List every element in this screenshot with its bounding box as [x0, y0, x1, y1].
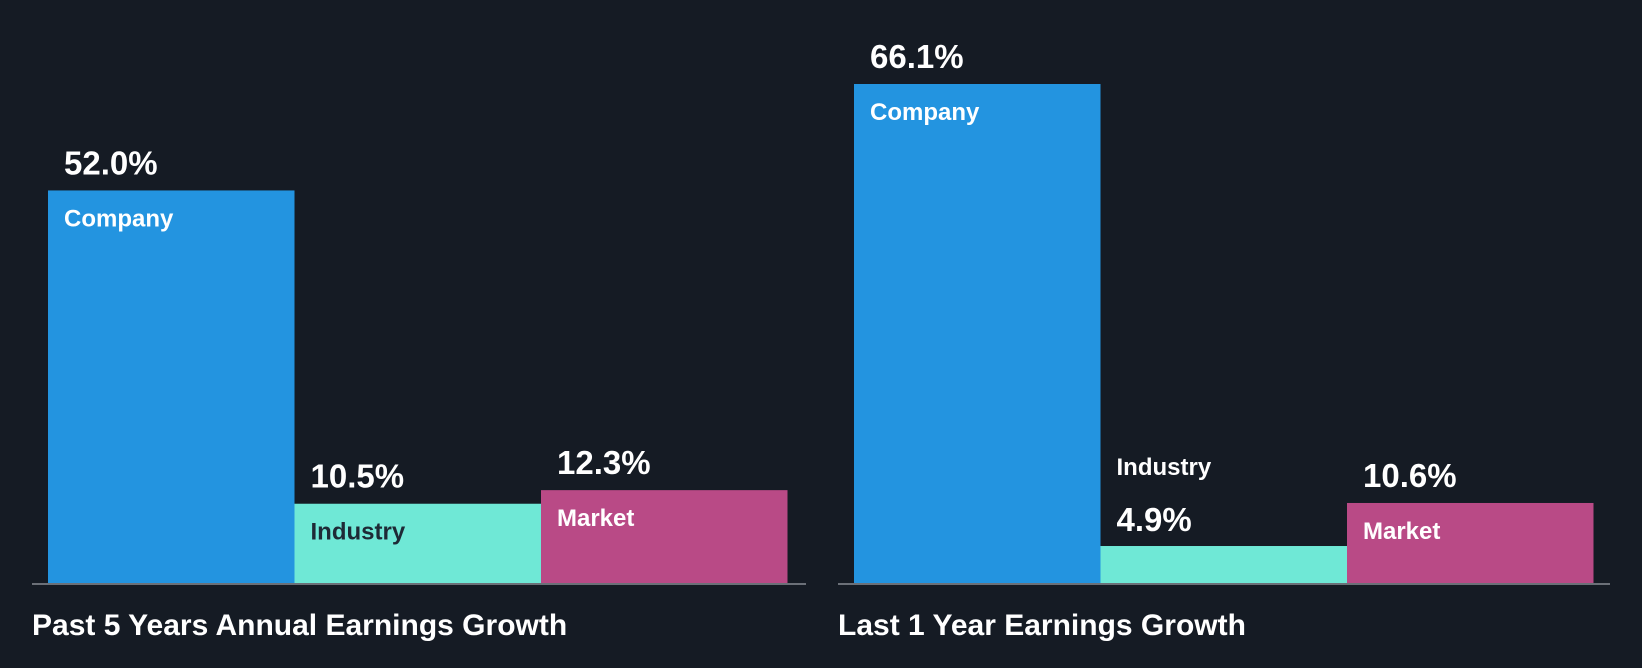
bar-0-company	[48, 190, 295, 583]
bar-1-market	[1347, 502, 1594, 583]
bar-1-company	[854, 84, 1101, 583]
value-label-1-industry: 4.9%	[1117, 501, 1192, 538]
value-label-1-company: 66.1%	[870, 38, 964, 75]
category-label-0-industry: Industry	[311, 519, 406, 546]
value-label-1-market: 10.6%	[1363, 457, 1457, 494]
chart-title-1: Last 1 Year Earnings Growth	[838, 609, 1246, 642]
category-label-0-market: Market	[557, 505, 634, 532]
value-label-0-industry: 10.5%	[311, 458, 405, 495]
value-label-0-company: 52.0%	[64, 144, 158, 181]
category-label-0-company: Company	[64, 205, 174, 232]
chart-title-0: Past 5 Years Annual Earnings Growth	[32, 609, 567, 642]
category-label-1-company: Company	[870, 99, 980, 126]
bar-0-market	[541, 490, 788, 583]
category-label-1-industry: Industry	[1117, 454, 1212, 481]
value-label-0-market: 12.3%	[557, 444, 651, 481]
bar-0-industry	[294, 503, 541, 583]
category-label-1-market: Market	[1363, 518, 1440, 545]
bar-1-industry	[1100, 546, 1347, 583]
